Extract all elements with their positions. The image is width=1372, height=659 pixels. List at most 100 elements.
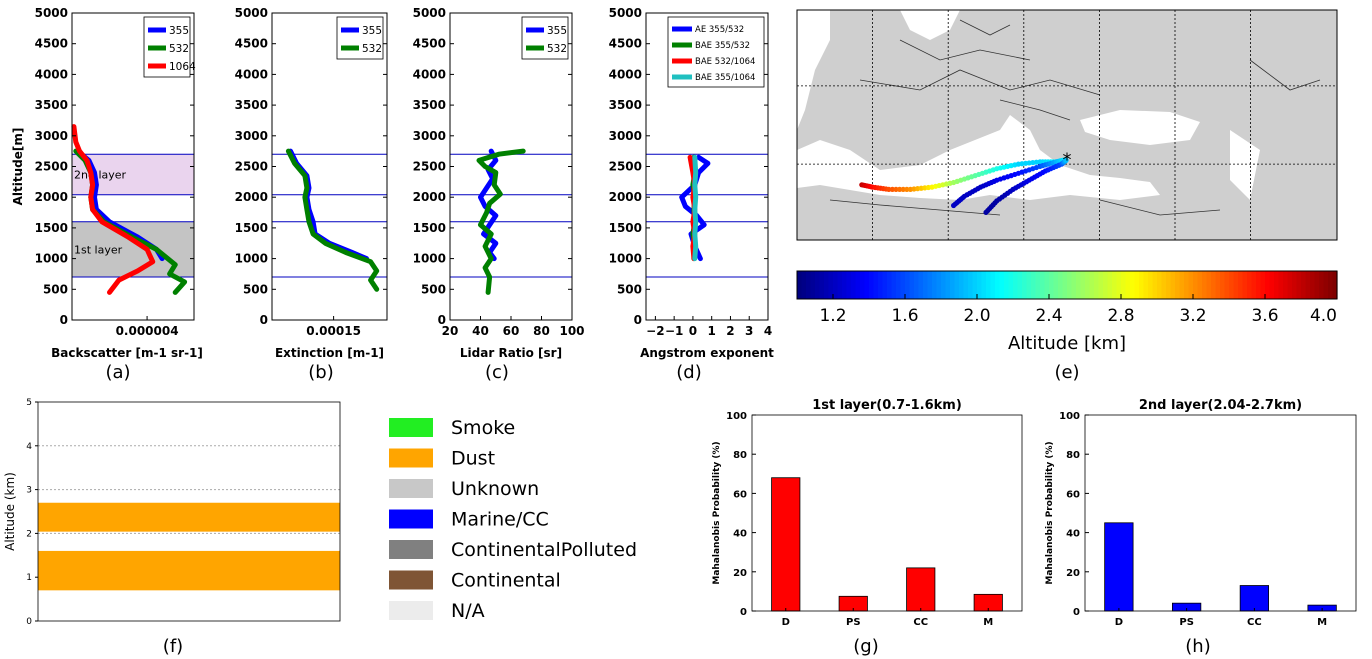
colorbar-label: Altitude [km] <box>1008 333 1126 354</box>
y-tick-label: 0 <box>740 607 747 618</box>
legend-label: 532 <box>362 43 382 55</box>
legend-swatch <box>389 601 433 620</box>
y-tick-label: 500 <box>43 282 68 296</box>
colorbar-segment <box>905 271 910 299</box>
x-tick-label: D <box>1115 617 1123 628</box>
y-tick-label: 0 <box>1073 607 1080 618</box>
x-tick-label: 100 <box>559 324 584 338</box>
colorbar-segment <box>1324 271 1329 299</box>
panel-label: (c) <box>485 362 509 383</box>
y-tick-label: 40 <box>1066 529 1080 540</box>
panel-label: (g) <box>853 636 878 657</box>
colorbar-segment <box>847 271 852 299</box>
colorbar-segment <box>1225 271 1230 299</box>
legend-swatch <box>389 449 433 468</box>
y-tick-label: 1000 <box>35 252 68 266</box>
y-tick-label: 80 <box>733 450 747 461</box>
colorbar-segment <box>1310 271 1315 299</box>
colorbar-segment <box>1265 271 1270 299</box>
colorbar-segment <box>1130 271 1135 299</box>
colorbar-segment <box>1274 271 1279 299</box>
colorbar-segment <box>1067 271 1072 299</box>
legend: 355532 <box>522 17 568 59</box>
classification-panel: 012345Altitude (km) <box>3 398 340 627</box>
legend-label: AE 355/532 <box>695 25 744 35</box>
x-tick-label: 4 <box>764 324 772 338</box>
y-axis-label: Mahalanobis Probability (%) <box>1045 441 1055 584</box>
x-tick-label: 60 <box>503 324 520 338</box>
colorbar-segment <box>1247 271 1252 299</box>
series-line-BAE-355-1064 <box>695 157 696 258</box>
y-tick-label: 3000 <box>35 129 68 143</box>
aerosol-layer-bar <box>38 503 340 532</box>
colorbar-segment <box>1171 271 1176 299</box>
colorbar-segment <box>946 271 951 299</box>
bar <box>907 568 935 611</box>
legend-label: 532 <box>547 43 567 55</box>
colorbar-segment <box>1216 271 1221 299</box>
colorbar-segment <box>932 271 937 299</box>
legend: 355532 <box>337 17 383 59</box>
y-tick-label: 4000 <box>235 67 268 81</box>
legend-swatch <box>389 540 433 559</box>
y-tick-label: 3500 <box>235 98 268 112</box>
legend-label: BAE 532/1064 <box>695 57 755 67</box>
colorbar-segment <box>1256 271 1261 299</box>
legend-label: Unknown <box>451 478 539 500</box>
colorbar-segment <box>1243 271 1248 299</box>
panel-label: (f) <box>163 636 183 657</box>
colorbar-segment <box>919 271 924 299</box>
colorbar-segment <box>1000 271 1005 299</box>
colorbar-tick-label: 1.2 <box>819 306 846 326</box>
y-tick-label: 4000 <box>35 67 68 81</box>
colorbar-segment <box>923 271 928 299</box>
colorbar-segment <box>1279 271 1284 299</box>
y-tick-label: 5000 <box>609 6 642 20</box>
probability-bar-panel: D PS CC M 0 20 40 60 80 100 1st layer(0.7-1.6km) Ma… <box>712 398 1022 628</box>
y-tick-label: 1000 <box>413 252 446 266</box>
y-tick-label: 1 <box>26 573 32 583</box>
colorbar-segment <box>1103 271 1108 299</box>
colorbar-segment <box>1004 271 1009 299</box>
colorbar-segment <box>1220 271 1225 299</box>
x-axis-label: Extinction [m-1] <box>275 346 384 360</box>
colorbar-segment <box>995 271 1000 299</box>
colorbar-segment <box>856 271 861 299</box>
legend-label: Smoke <box>451 417 515 439</box>
y-tick-label: 1500 <box>609 221 642 235</box>
colorbar-segment <box>1085 271 1090 299</box>
colorbar-segment <box>1319 271 1324 299</box>
colorbar-segment <box>1040 271 1045 299</box>
colorbar-segment <box>1112 271 1117 299</box>
profile-panel-1: 0 500 1000 1500 2000 2500 3000 3500 4000 4500 5000… <box>235 6 387 383</box>
colorbar: 1.2 1.6 2.0 2.4 2.8 3.2 3.6 4.0Altitude [km] <box>797 271 1338 354</box>
map-land <box>797 10 1337 240</box>
bar <box>1240 586 1268 611</box>
profile-panel-3: 0500100015002000250030003500400045005000… <box>609 6 775 383</box>
colorbar-segment <box>824 271 829 299</box>
station-marker: * <box>1063 150 1072 171</box>
y-tick-label: 3500 <box>35 98 68 112</box>
colorbar-segment <box>910 271 915 299</box>
x-tick-label: PS <box>846 617 861 628</box>
y-tick-label: 4500 <box>35 37 68 51</box>
colorbar-segment <box>1153 271 1158 299</box>
colorbar-segment <box>959 271 964 299</box>
colorbar-segment <box>1094 271 1099 299</box>
layer-label: 2nd layer <box>74 168 127 181</box>
x-tick-label: 80 <box>533 324 550 338</box>
colorbar-tick-label: 3.6 <box>1251 306 1278 326</box>
x-tick-label: 1 <box>708 324 716 338</box>
chart-title: 1st layer(0.7-1.6km) <box>812 398 962 413</box>
probability-bar-panel: D PS CC M 0 20 40 60 80 100 2nd layer(2.04-2.7km) M… <box>1045 398 1356 628</box>
colorbar-tick-label: 2.4 <box>1035 306 1062 326</box>
colorbar-segment <box>1229 271 1234 299</box>
y-tick-label: 1500 <box>235 221 268 235</box>
colorbar-segment <box>1027 271 1032 299</box>
y-axis-label: Altitude (km) <box>3 472 17 551</box>
legend-label: ContinentalPolluted <box>451 539 637 561</box>
x-tick-label: CC <box>913 617 928 628</box>
colorbar-segment <box>1144 271 1149 299</box>
panel-label: (a) <box>105 362 130 383</box>
